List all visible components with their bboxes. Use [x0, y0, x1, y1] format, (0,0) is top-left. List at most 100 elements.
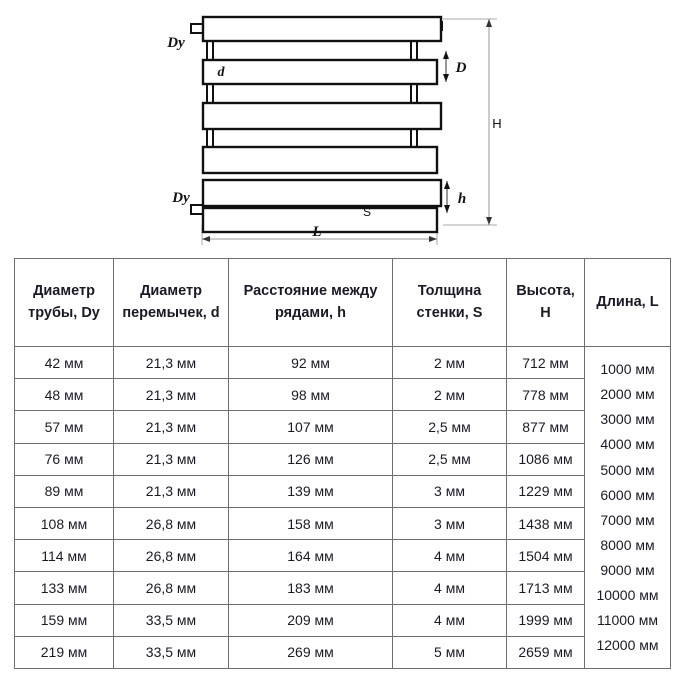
length-value: 3000 мм	[600, 411, 655, 428]
length-value: 2000 мм	[600, 386, 655, 403]
header-line: Высота, H	[516, 283, 575, 321]
header-line: рядами, h	[275, 304, 346, 321]
cell-row-spacing: 92 мм	[228, 345, 393, 380]
label-D: D	[455, 60, 467, 76]
cell-bridge-diameter: 21,3 мм	[113, 345, 229, 380]
header-line: Расстояние между	[243, 283, 378, 300]
cell-height: 712 мм	[506, 345, 585, 380]
cell-height: 877 мм	[506, 410, 585, 444]
table-row: 114 мм 26,8 мм 164 мм 4 мм 1504 мм	[14, 539, 671, 573]
cell-wall-thickness: 3 мм	[392, 506, 507, 541]
length-value: 12000 мм	[596, 636, 659, 653]
cell-wall-thickness: 5 мм	[392, 635, 507, 669]
cell-length-list: 1000 мм 2000 мм 3000 мм 4000 мм 5000 мм 6000 …	[584, 346, 671, 669]
cell-row-spacing: 126 мм	[228, 442, 393, 476]
diagram-tubes	[190, 15, 443, 234]
cell-wall-thickness: 2,5 мм	[392, 442, 507, 476]
cell-row-spacing: 98 мм	[228, 378, 393, 412]
cell-tube-diameter: 48 мм	[14, 378, 114, 412]
cell-height: 1229 мм	[506, 474, 585, 508]
cell-tube-diameter: 57 мм	[14, 410, 114, 444]
cell-row-spacing: 164 мм	[228, 539, 393, 573]
cell-row-spacing: 209 мм	[228, 603, 393, 637]
header-length: Длина, L	[584, 258, 671, 347]
label-dy-top: Dy	[166, 35, 185, 51]
table-row: 42 мм 21,3 мм 92 мм 2 мм 712 мм 1000 мм 2000 м…	[14, 345, 671, 669]
cell-height: 1999 мм	[506, 603, 585, 637]
cell-bridge-diameter: 21,3 мм	[113, 410, 229, 444]
cell-height: 1086 мм	[506, 442, 585, 476]
length-value: 11000 мм	[596, 611, 659, 628]
table-header-row: Диаметр трубы, Dy Диаметр перемычек, d Р…	[14, 258, 671, 347]
cell-tube-diameter: 114 мм	[14, 539, 114, 573]
cell-wall-thickness: 2 мм	[392, 345, 507, 380]
cell-height: 778 мм	[506, 378, 585, 412]
cell-tube-diameter: 42 мм	[14, 345, 114, 380]
header-line: стенки, S	[416, 304, 483, 321]
length-value: 10000 мм	[596, 586, 659, 603]
length-value: 1000 мм	[600, 361, 655, 378]
cell-bridge-diameter: 26,8 мм	[113, 506, 229, 541]
cell-bridge-diameter: 26,8 мм	[113, 571, 229, 605]
length-value: 9000 мм	[600, 561, 655, 578]
table-row: 108 мм 26,8 мм 158 мм 3 мм 1438 мм	[14, 506, 671, 541]
table-body: 42 мм 21,3 мм 92 мм 2 мм 712 мм 1000 мм 2000 м…	[14, 345, 671, 669]
length-value: 7000 мм	[600, 511, 655, 528]
label-d: d	[218, 65, 226, 80]
cell-row-spacing: 139 мм	[228, 474, 393, 508]
cell-bridge-diameter: 21,3 мм	[113, 378, 229, 412]
header-bridge-diameter: Диаметр перемычек, d	[113, 258, 229, 347]
cell-wall-thickness: 4 мм	[392, 603, 507, 637]
header-row-spacing: Расстояние между рядами, h	[228, 258, 393, 347]
cell-bridge-diameter: 21,3 мм	[113, 442, 229, 476]
cell-tube-diameter: 159 мм	[14, 603, 114, 637]
cell-height: 1504 мм	[506, 539, 585, 573]
cell-row-spacing: 158 мм	[228, 506, 393, 541]
cell-tube-diameter: 108 мм	[14, 506, 114, 541]
cell-tube-diameter: 219 мм	[14, 635, 114, 669]
label-dy-bottom: Dy	[171, 190, 190, 206]
label-H: H	[492, 116, 501, 131]
header-line: Длина, L	[596, 293, 659, 310]
cell-row-spacing: 183 мм	[228, 571, 393, 605]
label-S: S	[363, 205, 371, 219]
cell-bridge-diameter: 33,5 мм	[113, 603, 229, 637]
radiator-diagram: Dy d D H Dy h S L	[0, 0, 683, 256]
length-value: 6000 мм	[600, 486, 655, 503]
cell-wall-thickness: 2 мм	[392, 378, 507, 412]
cell-height: 2659 мм	[506, 635, 585, 669]
cell-wall-thickness: 4 мм	[392, 571, 507, 605]
cell-bridge-diameter: 21,3 мм	[113, 474, 229, 508]
table-row: 57 мм 21,3 мм 107 мм 2,5 мм 877 мм	[14, 410, 671, 444]
length-value: 4000 мм	[600, 436, 655, 453]
cell-row-spacing: 107 мм	[228, 410, 393, 444]
cell-height: 1438 мм	[506, 506, 585, 541]
table-row: 76 мм 21,3 мм 126 мм 2,5 мм 1086 мм	[14, 442, 671, 476]
cell-tube-diameter: 133 мм	[14, 571, 114, 605]
header-line: Толщина	[417, 283, 482, 300]
diagram-labels: Dy d D H Dy h S L	[166, 35, 501, 240]
header-line: Диаметр	[33, 283, 95, 300]
specifications-table: Диаметр трубы, Dy Диаметр перемычек, d Р…	[14, 258, 671, 669]
cell-bridge-diameter: 26,8 мм	[113, 539, 229, 573]
table-row: 133 мм 26,8 мм 183 мм 4 мм 1713 мм	[14, 571, 671, 605]
table-row: 89 мм 21,3 мм 139 мм 3 мм 1229 мм	[14, 474, 671, 508]
cell-bridge-diameter: 33,5 мм	[113, 635, 229, 669]
cell-height: 1713 мм	[506, 571, 585, 605]
table-row: 48 мм 21,3 мм 98 мм 2 мм 778 мм	[14, 378, 671, 412]
cell-wall-thickness: 4 мм	[392, 539, 507, 573]
header-wall-thickness: Толщина стенки, S	[392, 258, 507, 347]
length-values: 1000 мм 2000 мм 3000 мм 4000 мм 5000 мм 6000 …	[588, 362, 667, 652]
header-height: Высота, H	[506, 258, 585, 347]
label-L: L	[311, 224, 321, 240]
cell-wall-thickness: 2,5 мм	[392, 410, 507, 444]
header-line: трубы, Dy	[28, 304, 100, 321]
table-row: 219 мм 33,5 мм 269 мм 5 мм 2659 мм	[14, 635, 671, 669]
spec-table-container: Диаметр трубы, Dy Диаметр перемычек, d Р…	[14, 258, 671, 670]
header-tube-diameter: Диаметр трубы, Dy	[14, 258, 114, 347]
table-row: 159 мм 33,5 мм 209 мм 4 мм 1999 мм	[14, 603, 671, 637]
label-h: h	[458, 191, 466, 207]
length-value: 8000 мм	[600, 536, 655, 553]
cell-row-spacing: 269 мм	[228, 635, 393, 669]
